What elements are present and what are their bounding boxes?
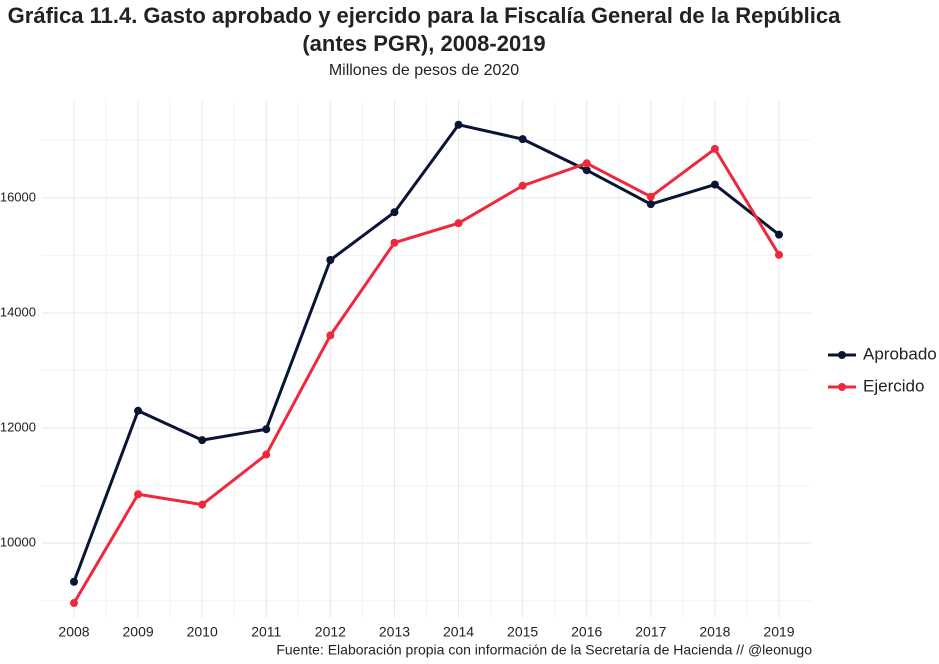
point bbox=[70, 599, 78, 608]
x-tick-label: 2013 bbox=[379, 624, 410, 640]
x-tick-label: 2011 bbox=[251, 624, 281, 640]
y-tick-label: 16000 bbox=[0, 189, 36, 204]
point bbox=[454, 120, 463, 129]
point bbox=[775, 250, 783, 259]
line bbox=[72, 147, 781, 604]
point bbox=[326, 331, 335, 340]
point bbox=[262, 425, 271, 434]
point bbox=[134, 406, 143, 415]
point bbox=[582, 159, 591, 168]
line bbox=[72, 123, 780, 583]
y-tick-label: 10000 bbox=[0, 535, 36, 550]
point bbox=[262, 450, 271, 459]
point bbox=[390, 208, 399, 217]
point bbox=[198, 436, 207, 445]
point bbox=[134, 490, 143, 499]
point bbox=[454, 219, 463, 228]
x-tick-label: 2016 bbox=[571, 624, 602, 640]
point bbox=[70, 577, 78, 586]
x-tick-label: 2018 bbox=[699, 624, 730, 640]
legend-label: Ejercido bbox=[863, 376, 924, 395]
chart-title: (antes PGR), 2008-2019 bbox=[302, 31, 545, 56]
caption: Fuente: Elaboración propia con informaci… bbox=[276, 642, 812, 658]
point bbox=[646, 200, 655, 209]
point bbox=[518, 135, 527, 144]
x-tick-label: 2012 bbox=[315, 624, 346, 640]
x-tick-label: 2009 bbox=[123, 624, 154, 640]
chart-subtitle: Millones de pesos de 2020 bbox=[329, 62, 519, 79]
x-tick-label: 2017 bbox=[635, 624, 666, 640]
x-tick-label: 2010 bbox=[187, 624, 218, 640]
point bbox=[582, 166, 591, 175]
chart-title: Gráfica 11.4. Gasto aprobado y ejercido … bbox=[8, 3, 841, 28]
y-tick-label: 12000 bbox=[0, 420, 36, 435]
point bbox=[710, 180, 719, 189]
legend-label: Aprobado bbox=[863, 344, 937, 363]
x-tick-label: 2019 bbox=[763, 624, 794, 640]
point bbox=[710, 144, 719, 153]
legend-swatch bbox=[838, 351, 846, 359]
point bbox=[518, 181, 527, 190]
point bbox=[390, 238, 399, 247]
x-tick-label: 2015 bbox=[507, 624, 538, 640]
point bbox=[198, 500, 207, 509]
legend-swatch bbox=[838, 383, 846, 391]
point bbox=[646, 192, 655, 201]
x-tick-label: 2008 bbox=[58, 624, 89, 640]
y-tick-label: 14000 bbox=[0, 304, 36, 319]
point bbox=[775, 230, 783, 239]
point bbox=[326, 256, 335, 265]
x-tick-label: 2014 bbox=[443, 624, 474, 640]
